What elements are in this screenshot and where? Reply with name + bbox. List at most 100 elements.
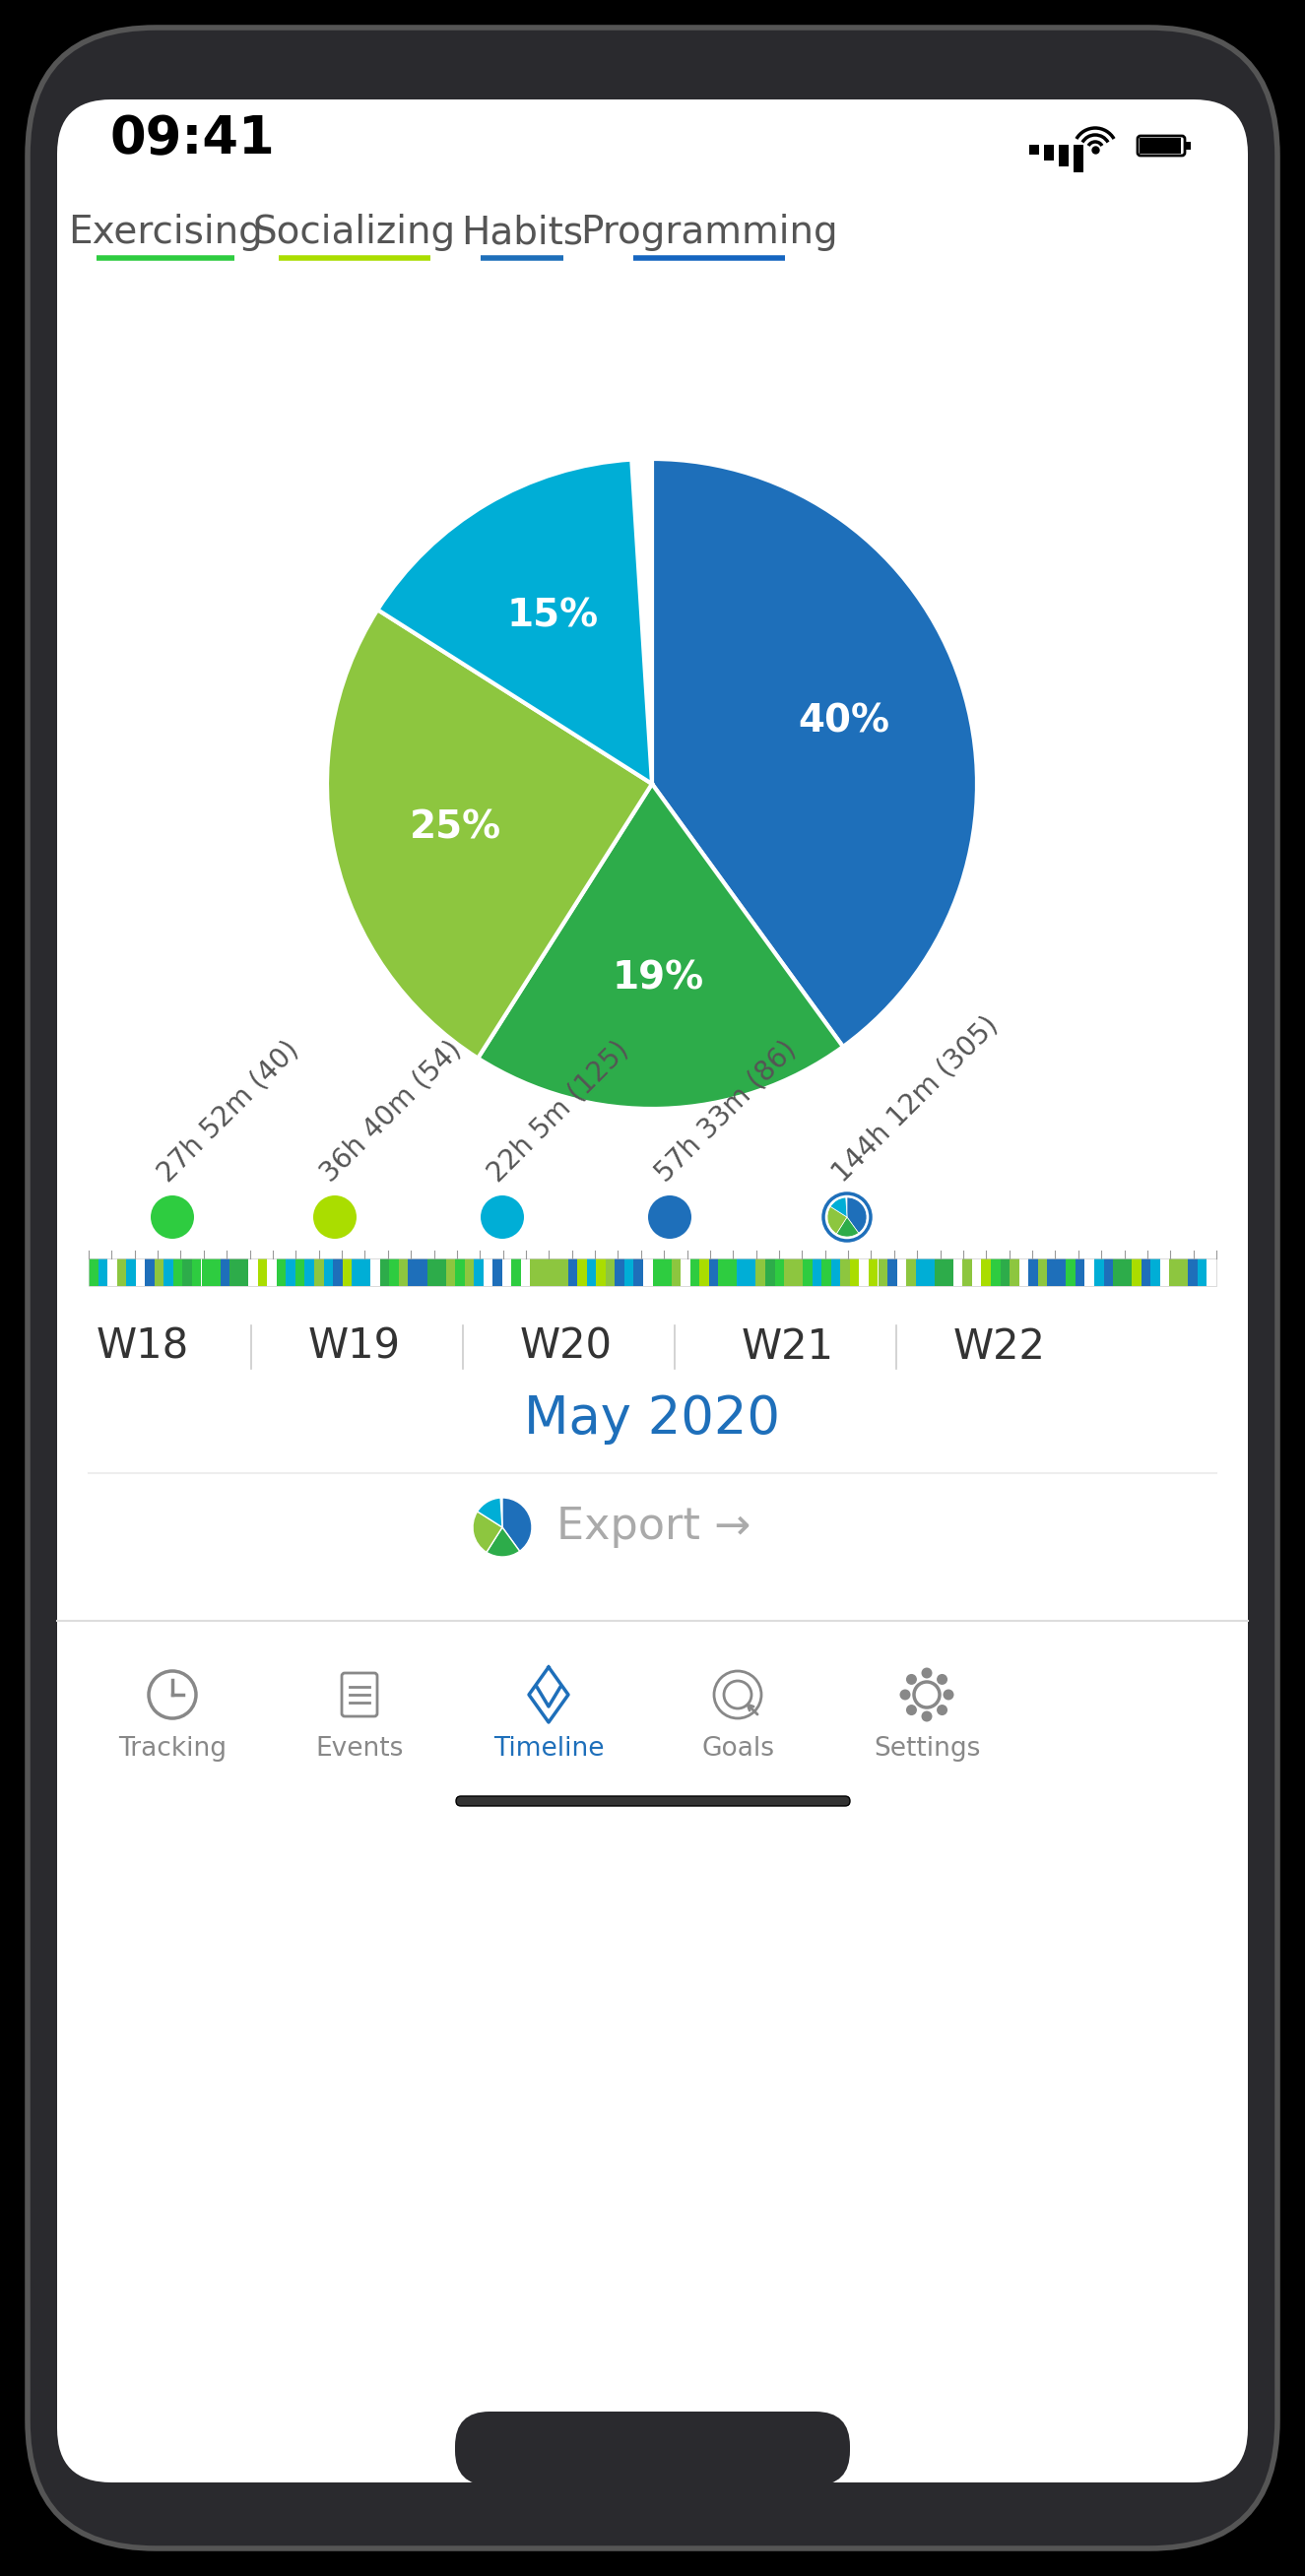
Bar — [455, 1260, 465, 1285]
Wedge shape — [827, 1206, 847, 1234]
Wedge shape — [487, 1528, 519, 1556]
Bar — [1000, 1260, 1010, 1285]
Text: 57h 33m (86): 57h 33m (86) — [650, 1036, 803, 1188]
Circle shape — [937, 1705, 947, 1716]
Bar — [549, 1260, 559, 1285]
Bar — [352, 1260, 361, 1285]
Bar — [850, 1260, 859, 1285]
Bar — [408, 1260, 418, 1285]
Bar — [1139, 139, 1181, 155]
Bar — [615, 1260, 624, 1285]
Bar — [981, 1260, 990, 1285]
Bar — [963, 1260, 972, 1285]
Circle shape — [944, 1690, 954, 1700]
Bar — [737, 1260, 746, 1285]
Text: Export →: Export → — [556, 1507, 750, 1548]
Circle shape — [937, 1674, 947, 1685]
FancyBboxPatch shape — [57, 100, 1248, 2483]
Bar — [1066, 1260, 1075, 1285]
Bar — [183, 1260, 192, 1285]
Text: Habits: Habits — [461, 214, 583, 250]
Bar — [89, 1260, 1216, 1285]
Bar — [859, 1260, 869, 1285]
Bar — [559, 1260, 568, 1285]
Bar — [624, 1260, 634, 1285]
Bar — [1188, 1260, 1198, 1285]
Bar — [107, 1260, 117, 1285]
Circle shape — [921, 1667, 932, 1680]
Bar — [201, 1260, 211, 1285]
Bar — [521, 1260, 530, 1285]
Bar — [286, 1260, 295, 1285]
Text: Exercising: Exercising — [68, 214, 262, 250]
Bar — [793, 1260, 803, 1285]
Bar — [418, 1260, 427, 1285]
Bar — [1047, 1260, 1057, 1285]
Text: Timeline: Timeline — [493, 1736, 604, 1762]
Bar — [268, 1260, 277, 1285]
Bar — [765, 1260, 775, 1285]
Text: Tracking: Tracking — [119, 1736, 227, 1762]
Bar — [746, 1260, 756, 1285]
Bar — [718, 1260, 728, 1285]
Bar — [840, 1260, 850, 1285]
Text: 19%: 19% — [612, 961, 703, 997]
Bar — [972, 1260, 981, 1285]
Bar — [934, 1260, 944, 1285]
Bar — [1160, 1260, 1169, 1285]
Wedge shape — [502, 1497, 532, 1551]
Bar — [174, 1260, 183, 1285]
Bar — [512, 1260, 521, 1285]
Bar — [136, 1260, 145, 1285]
Bar — [916, 1260, 925, 1285]
Bar — [371, 1260, 380, 1285]
Bar — [483, 1260, 493, 1285]
Bar — [89, 1260, 98, 1285]
Text: W21: W21 — [741, 1327, 834, 1368]
Bar — [756, 1260, 765, 1285]
Bar — [1207, 1260, 1216, 1285]
Wedge shape — [478, 783, 843, 1108]
Text: Settings: Settings — [873, 1736, 980, 1762]
Circle shape — [823, 1193, 870, 1242]
Text: May 2020: May 2020 — [525, 1394, 780, 1445]
Bar — [690, 1260, 699, 1285]
Text: Goals: Goals — [701, 1736, 774, 1762]
Bar — [784, 1260, 793, 1285]
Bar — [634, 1260, 643, 1285]
Wedge shape — [472, 1512, 502, 1553]
Text: Events: Events — [316, 1736, 403, 1762]
Bar — [803, 1260, 812, 1285]
Bar — [248, 1260, 258, 1285]
Text: W19: W19 — [308, 1327, 401, 1368]
Bar — [953, 1260, 963, 1285]
Bar — [192, 1260, 201, 1285]
Bar — [305, 1260, 315, 1285]
Bar — [681, 1260, 690, 1285]
Bar — [164, 1260, 174, 1285]
Bar — [596, 1260, 606, 1285]
FancyBboxPatch shape — [455, 1795, 850, 1806]
Bar — [324, 1260, 333, 1285]
Bar — [540, 1260, 549, 1285]
Bar — [1074, 144, 1083, 173]
Bar — [1075, 1260, 1084, 1285]
Bar — [1169, 1260, 1178, 1285]
Bar — [652, 1260, 662, 1285]
Wedge shape — [830, 1198, 847, 1216]
Bar — [1030, 144, 1039, 155]
Bar — [1131, 1260, 1141, 1285]
Wedge shape — [652, 459, 977, 1046]
Bar — [1057, 1260, 1066, 1285]
Text: 25%: 25% — [410, 809, 501, 848]
Bar — [446, 1260, 455, 1285]
Bar — [342, 1260, 352, 1285]
Bar — [145, 1260, 154, 1285]
Bar — [221, 1260, 230, 1285]
Bar — [1044, 144, 1054, 160]
Bar — [812, 1260, 822, 1285]
Text: 15%: 15% — [506, 598, 599, 634]
Bar — [906, 1260, 916, 1285]
Bar — [775, 1260, 784, 1285]
Bar — [897, 1260, 906, 1285]
